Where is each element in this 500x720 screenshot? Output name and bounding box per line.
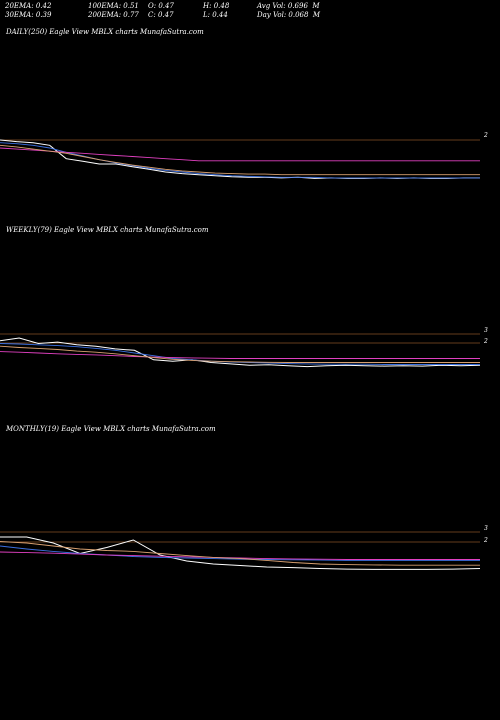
monthly-ema-short-line — [0, 545, 480, 561]
ema-30: 30EMA: 0.39 — [5, 11, 52, 19]
monthly-chart-title: MONTHLY(19) Eagle View MBLX charts Munaf… — [6, 425, 216, 433]
weekly-ema-long-line — [0, 351, 480, 359]
high-value: H: 0.48 — [203, 2, 230, 10]
monthly-ema-mid-line — [0, 541, 480, 566]
monthly-y-tick-upper: 3 — [484, 525, 488, 532]
ema-100: 100EMA: 0.51 — [88, 2, 139, 10]
ema-200: 200EMA: 0.77 — [88, 11, 139, 19]
daily-ema-mid-line — [0, 144, 480, 176]
low-value: L: 0.44 — [203, 11, 228, 19]
gridlines — [0, 139, 480, 543]
daily-ema-long-line — [0, 147, 480, 162]
weekly-chart-title: WEEKLY(79) Eagle View MBLX charts Munafa… — [6, 226, 209, 234]
daily-chart-title: DAILY(250) Eagle View MBLX charts Munafa… — [6, 28, 204, 36]
daily-ema-short-line — [0, 142, 480, 179]
day-volume: Day Vol: 0.068 M — [257, 11, 321, 19]
daily-y-tick: 2 — [484, 132, 488, 139]
daily-price-line — [0, 139, 480, 179]
ema-20: 20EMA: 0.42 — [5, 2, 52, 10]
monthly-ema-long-line — [0, 551, 480, 560]
monthly-y-tick-lower: 2 — [484, 537, 488, 544]
open-value: O: 0.47 — [148, 2, 174, 10]
weekly-price-line — [0, 337, 481, 368]
series-layer — [0, 139, 481, 570]
avg-volume: Avg Vol: 0.696 M — [257, 2, 320, 10]
weekly-ema-mid-line — [0, 345, 480, 363]
close-value: C: 0.47 — [148, 11, 174, 19]
weekly-y-tick-lower: 2 — [484, 338, 488, 345]
weekly-y-tick-upper: 3 — [484, 327, 488, 334]
